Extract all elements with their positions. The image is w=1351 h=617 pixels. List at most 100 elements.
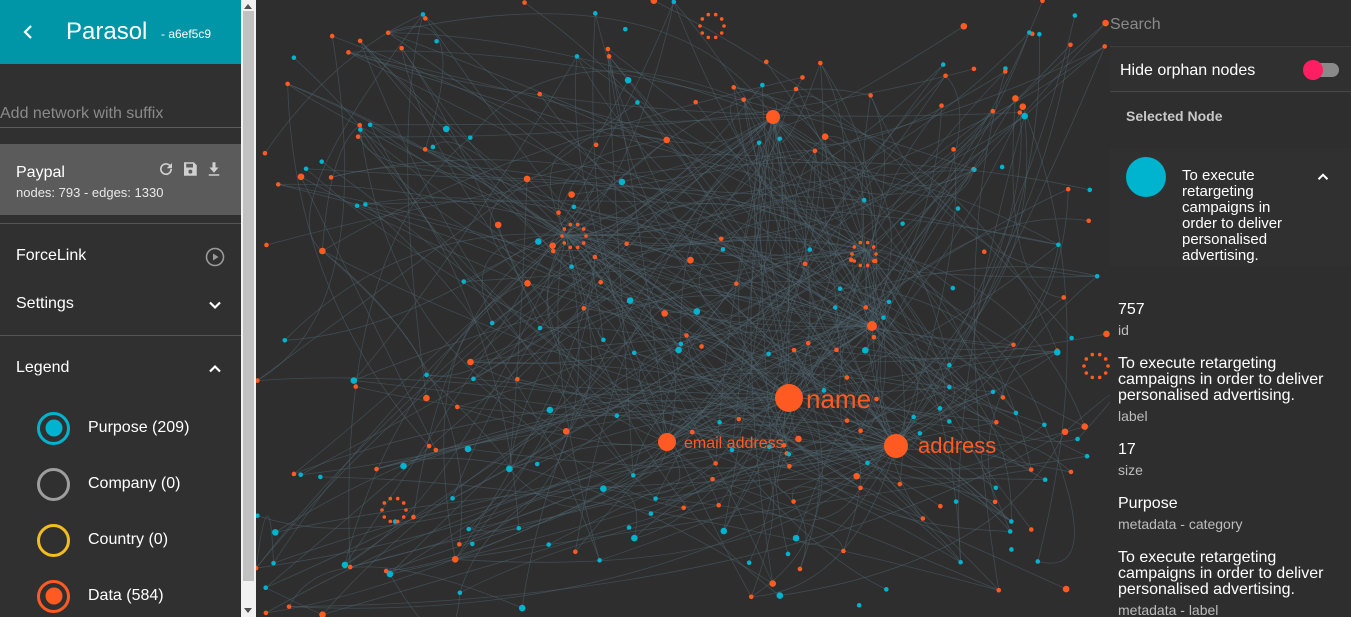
graph-node[interactable] [861,197,867,203]
graph-node[interactable] [624,76,632,84]
graph-node[interactable] [581,306,587,311]
graph-node[interactable] [569,264,574,269]
graph-node[interactable] [614,413,620,419]
settings-row[interactable]: Settings [16,295,225,313]
graph-node[interactable] [256,565,259,571]
graph-node[interactable] [1035,559,1041,564]
graph-node[interactable] [1069,335,1074,341]
graph-node[interactable] [568,245,573,250]
graph-node[interactable] [575,245,580,250]
graph-node[interactable] [524,280,531,287]
graph-node[interactable] [900,221,905,226]
graph-node[interactable] [1082,364,1086,368]
node-email-address[interactable] [658,433,676,451]
graph-node[interactable] [450,496,455,501]
chevron-down-icon[interactable] [205,295,225,315]
graph-node[interactable] [867,321,877,331]
graph-node[interactable] [489,320,495,326]
graph-node[interactable] [560,234,564,238]
graph-node[interactable] [1021,112,1028,120]
graph-node[interactable] [834,347,839,353]
graph-node[interactable] [433,447,439,453]
graph-node[interactable] [631,350,637,356]
graph-node[interactable] [791,499,796,504]
graph-node[interactable] [506,465,513,473]
graph-node[interactable] [399,45,404,51]
graph-node[interactable] [717,420,722,425]
graph-node[interactable] [1062,585,1070,593]
graph-node[interactable] [766,444,772,450]
graph-node[interactable] [671,0,677,5]
graph-node[interactable] [401,501,406,505]
graph-node[interactable] [792,534,800,542]
graph-node[interactable] [451,556,459,563]
graph-node[interactable] [467,135,473,140]
graph-node[interactable] [537,325,543,331]
graph-node[interactable] [1103,357,1108,361]
graph-node[interactable] [871,259,876,263]
search-input[interactable] [1110,14,1351,36]
graph-node[interactable] [286,604,292,609]
graph-node[interactable] [748,594,754,600]
graph-node[interactable] [871,335,877,340]
graph-node[interactable] [706,12,711,17]
graph-node[interactable] [380,508,384,512]
graph-node[interactable] [1056,242,1061,248]
legend-row[interactable]: Legend [16,359,225,377]
graph-node[interactable] [597,558,602,563]
graph-node[interactable] [298,472,304,478]
graph-node[interactable] [1102,19,1109,27]
graph-node[interactable] [423,16,428,21]
graph-node[interactable] [471,376,476,382]
forcelink-row[interactable]: ForceLink [16,247,225,267]
legend-item-data[interactable]: Data (584) [37,579,164,613]
graph-node[interactable] [571,204,577,210]
graph-node[interactable] [852,245,857,249]
graph-node[interactable] [467,358,474,366]
graph-node[interactable] [960,22,968,30]
graph-node[interactable] [581,227,586,231]
graph-node[interactable] [884,587,889,592]
graph-node[interactable] [793,86,799,92]
graph-node[interactable] [648,511,654,516]
graph-node[interactable] [868,93,873,98]
graph-node[interactable] [537,91,543,97]
graph-node[interactable] [971,66,977,72]
graph-node[interactable] [955,206,961,211]
graph-node[interactable] [852,259,857,263]
graph-node[interactable] [943,73,948,79]
graph-node[interactable] [886,299,892,305]
graph-node[interactable] [494,221,502,229]
graph-node[interactable] [291,55,297,60]
graph-node[interactable] [858,428,863,433]
graph-node[interactable] [346,50,351,55]
network-card[interactable]: Paypal nodes: 793 - edges: 1330 [0,144,241,215]
graph-node[interactable] [710,476,715,482]
graph-node[interactable] [303,166,309,172]
graph-node[interactable] [1084,453,1090,459]
graph-node[interactable] [693,99,698,105]
graph-node[interactable] [786,451,792,457]
graph-node[interactable] [1102,44,1108,49]
graph-node[interactable] [911,414,916,420]
graph-node[interactable] [861,347,869,354]
graph-node[interactable] [781,442,787,448]
graph-node[interactable] [795,435,802,443]
graph-node[interactable] [347,564,353,570]
graph-node[interactable] [837,286,843,291]
graph-node[interactable] [865,263,870,268]
selected-node-card[interactable]: To execute retargeting campaigns in orde… [1110,148,1351,266]
graph-node[interactable] [574,54,580,59]
graph-node[interactable] [716,502,721,508]
chevron-up-icon[interactable] [1314,168,1332,186]
graph-node[interactable] [713,461,718,466]
graph-node[interactable] [992,499,998,505]
graph-node[interactable] [355,134,361,140]
graph-node[interactable] [981,249,987,255]
graph-node[interactable] [568,191,575,198]
graph-node[interactable] [262,150,268,156]
graph-node[interactable] [1037,31,1042,37]
graph-node[interactable] [653,496,658,501]
graph-node[interactable] [626,525,632,530]
graph-node[interactable] [457,590,463,596]
